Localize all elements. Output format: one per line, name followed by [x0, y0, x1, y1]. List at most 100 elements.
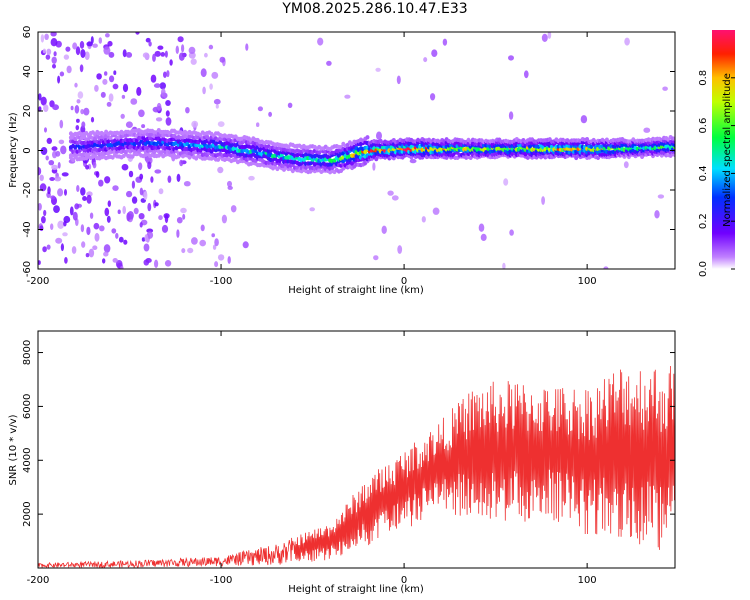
spectrogram-speckle [108, 51, 115, 58]
spectrogram-speckle [662, 86, 668, 91]
spectrogram-speckle [152, 53, 156, 62]
spectrogram-speckle [102, 78, 108, 85]
spectrogram-speckle [158, 215, 163, 221]
spectrogram-speckle [54, 176, 62, 182]
spectrogram-ridge-cell [71, 157, 76, 163]
spectrogram-speckle [217, 166, 224, 174]
spectrogram-speckle [163, 92, 168, 99]
spectrogram-speckle [125, 121, 133, 128]
spectrogram-yticks: -60 -40 -20 0 20 40 60 [22, 26, 675, 277]
spectrogram-speckle [103, 46, 111, 55]
spectrogram-speckle [103, 244, 111, 253]
spectrogram-speckle [153, 83, 161, 88]
page-title: YM08.2025.286.10.47.E33 [282, 1, 468, 17]
spectrogram-speckle [63, 220, 67, 227]
spectrogram-speckle [180, 207, 187, 214]
spectrogram-speckle [309, 207, 316, 212]
spectrogram-speckle [158, 188, 164, 195]
spectrogram-speckle [39, 183, 47, 192]
spectrogram-speckle [75, 46, 81, 56]
spectrogram-speckle [211, 233, 215, 238]
spectrogram-speckle [57, 162, 61, 169]
spectrogram-speckle [70, 105, 74, 111]
colorbar-gradient [712, 30, 735, 269]
spectrogram-speckle [46, 137, 52, 144]
spectrogram-speckle [135, 32, 140, 35]
spectrogram-speckle [215, 104, 219, 109]
y-tick-label: -60 [22, 261, 33, 277]
spectrogram-speckle [397, 245, 403, 254]
spectrogram-speckle [508, 55, 514, 61]
spectrogram-speckle [143, 243, 150, 252]
spectrogram-speckle [66, 65, 72, 74]
y-tick-label: 4000 [22, 448, 33, 473]
spectrogram-speckle [44, 127, 47, 133]
spectrogram-speckle [60, 145, 67, 155]
spectrogram-speckle [144, 234, 149, 242]
spectrogram-speckle [89, 212, 94, 219]
spectrogram-speckle [126, 190, 133, 198]
spectrogram-speckle [39, 225, 44, 232]
spectrogram-speckle [139, 222, 143, 228]
y-tick-label: 40 [22, 65, 33, 78]
spectrogram-speckle [96, 73, 102, 80]
spectrogram-speckle [154, 169, 162, 174]
spectrogram-speckle [79, 41, 85, 49]
spectrogram-speckle [372, 162, 376, 171]
spectrogram-speckle [69, 206, 74, 216]
spectrogram-speckle [81, 241, 86, 248]
spectrogram-speckle [50, 223, 54, 230]
spectrogram-speckle [121, 94, 126, 99]
colorbar-ticks: 0.0 0.2 0.4 0.6 0.8 [698, 70, 735, 277]
spectrogram-speckle [409, 158, 417, 164]
spectrogram-speckle [150, 74, 157, 83]
spectrogram-speckle [191, 120, 199, 128]
spectrogram-speckle [541, 196, 545, 205]
spectrogram-speckle [199, 239, 206, 247]
spectrogram-speckle [200, 68, 207, 78]
spectrogram-speckle [169, 59, 173, 66]
spectrogram-speckle [53, 205, 60, 214]
spectrogram-speckle [143, 259, 150, 266]
spectrogram-speckle [177, 36, 184, 43]
spectrogram-xticks: -200 -100 0 100 [27, 32, 597, 287]
spectrogram-speckle [381, 225, 387, 234]
spectrogram-speckle [50, 32, 57, 37]
spectrogram-speckle [40, 147, 48, 155]
spectrogram-speckle [38, 106, 42, 112]
spectrogram-speckle [136, 86, 142, 96]
spectrogram-speckle [102, 258, 106, 264]
spectrogram-speckle [138, 213, 145, 220]
spectrogram-speckle [176, 229, 180, 238]
spectrogram-speckle [94, 232, 100, 242]
spectrogram-speckle [52, 64, 56, 69]
spectrogram-speckle [120, 265, 124, 269]
spectrogram-speckle [109, 75, 115, 83]
spectrogram-speckle [98, 37, 103, 44]
spectrogram-speckle [157, 45, 164, 50]
spectrogram-speckle [93, 222, 100, 230]
spectrogram-speckle [200, 224, 205, 232]
spectrogram-speckle [76, 185, 80, 192]
spectrogram-speckle [176, 217, 183, 224]
spectrogram-speckle [105, 33, 110, 38]
spectrogram-cells [38, 32, 675, 269]
x-tick-label: -200 [27, 276, 50, 287]
spectrogram-speckle [90, 36, 94, 44]
spectrogram-speckle [38, 93, 42, 101]
spectrogram-speckle [480, 233, 487, 241]
x-tick-label: -100 [210, 276, 233, 287]
spectrogram-speckle [175, 45, 179, 54]
spectrogram-speckle [248, 175, 255, 181]
spectrogram-speckle [74, 82, 78, 88]
spectrogram-speckle [59, 119, 64, 129]
spectrogram-speckle [74, 203, 80, 210]
spectrogram-speckle [47, 186, 51, 195]
spectrogram-speckle [183, 181, 191, 187]
spectrogram-speckle [176, 173, 181, 182]
spectrogram-speckle [396, 75, 401, 85]
snr-xlabel: Height of straight line (km) [288, 584, 424, 595]
spectrogram-speckle [63, 54, 70, 60]
spectrogram-speckle [90, 116, 95, 123]
